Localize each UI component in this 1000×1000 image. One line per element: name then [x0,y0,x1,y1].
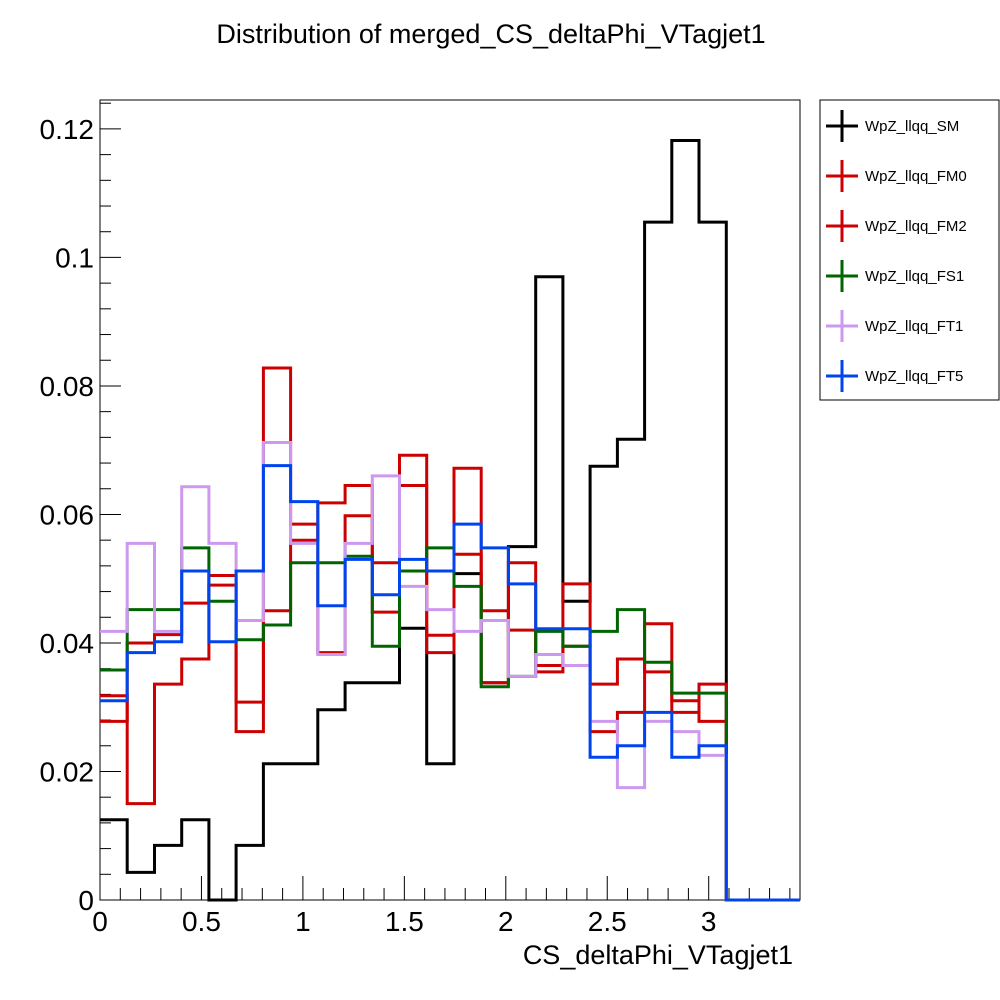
x-tick-label: 1.5 [385,906,424,937]
legend-box [819,99,1000,401]
y-tick-label: 0.08 [40,371,95,402]
x-axis-title: CS_deltaPhi_VTagjet1 [523,940,793,970]
legend-label: WpZ_llqq_SM [865,118,959,135]
legend-label: WpZ_llqq_FT1 [865,318,963,335]
y-tick-label: 0.04 [40,628,95,659]
x-tick-label: 2.5 [588,906,627,937]
y-tick-label: 0.06 [40,499,95,530]
x-tick-label: 0 [92,906,108,937]
series-line-WpZ_llqq_FS1 [100,546,800,902]
x-tick-label: 1 [295,906,311,937]
y-tick-label: 0.02 [40,756,95,787]
y-tick-label: 0.12 [40,114,95,145]
y-tick-label: 0 [78,885,94,916]
legend: WpZ_llqq_SM WpZ_llqq_FM0 WpZ_llqq_FM2 WpZ_l… [819,99,1000,401]
x-tick-label: 3 [701,906,717,937]
series-line-WpZ_llqq_FT5 [100,464,800,902]
legend-label: WpZ_llqq_FM0 [865,168,967,185]
chart-title: Distribution of merged_CS_deltaPhi_VTagj… [216,19,765,49]
series-layer [100,139,800,902]
y-axis: 0 0.02 0.04 0.06 0.08 0.1 0.12 [40,102,121,916]
plot-frame [99,99,801,901]
x-tick-label: 0.5 [182,906,221,937]
x-axis: 0 0.5 1 1.5 2 2.5 3 [92,876,791,937]
legend-label: WpZ_llqq_FS1 [865,268,964,285]
legend-label: WpZ_llqq_FM2 [865,218,967,235]
series-line-WpZ_llqq_FM0 [100,453,800,902]
series-line-WpZ_llqq_FT1 [100,441,800,902]
x-tick-label: 2 [498,906,514,937]
y-tick-label: 0.1 [55,242,94,273]
legend-label: WpZ_llqq_FT5 [865,368,963,385]
series-line-WpZ_llqq_SM [100,139,800,902]
